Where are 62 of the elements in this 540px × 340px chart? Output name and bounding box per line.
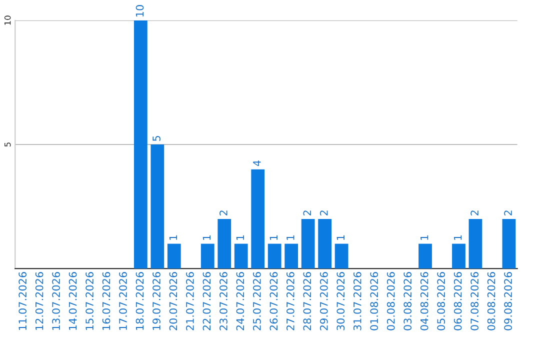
x-tick-label: 07.08.2026: [470, 272, 478, 330]
data-label: 2: [320, 210, 328, 216]
data-label: 2: [470, 210, 478, 216]
bar: [468, 218, 482, 269]
bar: [167, 244, 181, 269]
bar: [218, 218, 232, 269]
bar: [334, 244, 348, 269]
bar: [234, 244, 248, 269]
bar: [134, 20, 148, 269]
x-tick-label: 15.07.2026: [86, 272, 94, 330]
bar: [502, 218, 516, 269]
bar: [200, 244, 214, 269]
bar: [418, 244, 432, 269]
data-label: 4: [253, 160, 261, 166]
x-tick-label: 16.07.2026: [102, 272, 110, 330]
x-tick-label: 27.07.2026: [286, 272, 294, 330]
bar: [268, 244, 282, 269]
bar: [318, 218, 332, 269]
x-tick-label: 23.07.2026: [220, 272, 228, 330]
x-tick-label: 22.07.2026: [202, 272, 211, 330]
data-label: 1: [286, 235, 294, 240]
x-tick-label: 20.07.2026: [169, 272, 178, 330]
data-label: 1: [454, 235, 462, 240]
data-label: 1: [202, 235, 211, 240]
x-tick-label: 21.07.2026: [186, 272, 194, 330]
x-tick-label: 18.07.2026: [136, 272, 144, 330]
data-label: 1: [236, 235, 244, 240]
x-tick-label: 08.08.2026: [487, 272, 496, 330]
x-tick-label: 06.08.2026: [454, 272, 462, 330]
x-tick-label: 01.08.2026: [370, 272, 378, 330]
bar: [452, 244, 466, 269]
bar: [284, 244, 298, 269]
x-tick-label: 31.07.2026: [353, 272, 362, 330]
data-label: 2: [303, 210, 311, 216]
bar: [251, 169, 265, 269]
data-label: 1: [169, 235, 178, 240]
x-tick-label: 02.08.2026: [386, 272, 395, 330]
data-label: 10: [136, 5, 144, 16]
x-tick-label: 14.07.2026: [68, 272, 77, 330]
x-tick-label: 11.07.2026: [18, 272, 27, 330]
x-tick-label: 30.07.2026: [336, 272, 345, 330]
x-tick-label: 12.07.2026: [35, 272, 44, 330]
x-tick-label: 26.07.2026: [270, 272, 278, 330]
x-tick-label: 09.08.2026: [504, 272, 512, 330]
data-label: 1: [270, 235, 278, 240]
data-label: 5: [152, 136, 160, 141]
bar: [150, 144, 164, 269]
x-tick-label: 17.07.2026: [119, 272, 127, 330]
x-tick-label: 13.07.2026: [52, 272, 60, 330]
x-tick-label: 19.07.2026: [152, 272, 160, 330]
x-tick-label: 03.08.2026: [404, 272, 412, 330]
x-tick-label: 05.08.2026: [437, 272, 446, 330]
x-tick-label: 25.07.2026: [252, 272, 261, 330]
data-label: 1: [420, 235, 428, 240]
data-label: 2: [220, 210, 228, 216]
data-label: 2: [504, 210, 512, 216]
x-tick-label: 04.08.2026: [420, 272, 428, 330]
bar: [301, 218, 315, 269]
x-tick-label: 24.07.2026: [236, 272, 244, 330]
x-tick-label: 29.07.2026: [320, 272, 328, 330]
data-label: 1: [336, 235, 344, 240]
x-tick-label: 28.07.2026: [303, 272, 312, 330]
